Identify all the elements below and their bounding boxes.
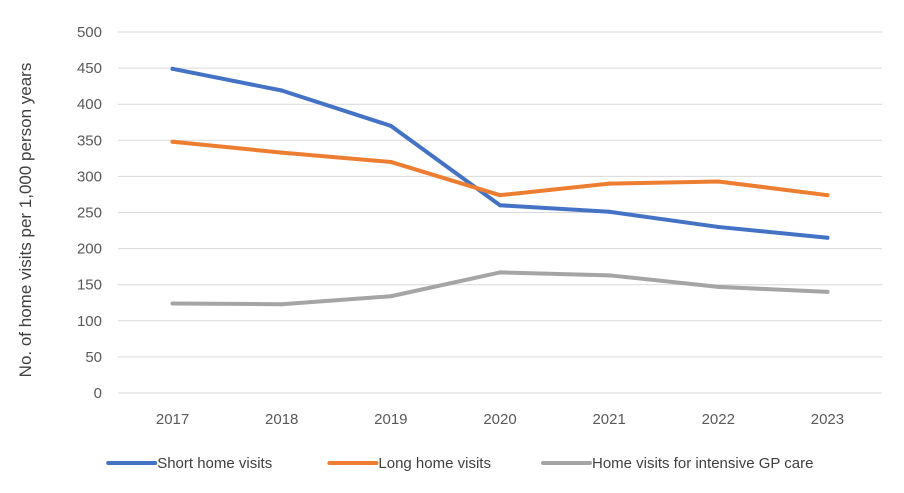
data-point [825,235,830,240]
x-tick-label: 2019 [374,411,407,428]
data-point [170,66,175,71]
data-point [716,179,721,184]
legend-label-1: Short home visits [157,455,272,472]
x-tick-label: 2021 [592,411,625,428]
data-point [716,224,721,229]
data-point [607,273,612,278]
y-tick-label: 0 [94,385,102,402]
x-tick-label: 2017 [156,411,189,428]
series-line-3 [170,270,830,307]
x-tick-label: 2018 [265,411,298,428]
data-point [607,209,612,214]
y-tick-label: 50 [85,349,102,366]
y-axis-title: No. of home visits per 1,000 person year… [16,63,35,378]
data-point [388,159,393,164]
data-point [388,294,393,299]
y-tick-label: 300 [77,168,102,185]
data-point [279,88,284,93]
data-point [498,193,502,198]
data-point [825,289,830,294]
legend-label-2: Long home visits [378,455,491,472]
data-point [279,302,284,307]
gridlines [118,31,882,394]
data-point [170,301,175,306]
y-tick-label: 150 [77,277,102,294]
y-tick-label: 350 [77,132,102,149]
y-tick-label: 400 [77,96,102,113]
y-tick-label: 450 [77,60,102,77]
data-point [607,181,612,186]
legend-label-3: Home visits for intensive GP care [592,455,813,472]
series-lines [170,66,830,307]
x-tick-label: 2022 [702,411,735,428]
data-point [825,193,830,198]
y-axis-ticks: 0 50 100 150 200 250 300 350 400 450 500 [77,24,102,402]
data-point [498,203,502,208]
y-tick-label: 250 [77,205,102,222]
x-axis-ticks: 2017 2018 2019 2020 2021 2022 2023 [156,411,844,428]
y-tick-label: 500 [77,24,102,41]
data-point [279,150,284,155]
data-point [170,139,175,144]
legend: Short home visits Long home visits Home vi… [106,455,813,472]
data-point [498,270,502,275]
y-tick-label: 200 [77,241,102,258]
data-point [388,123,393,128]
x-tick-label: 2023 [811,411,844,428]
y-tick-label: 100 [77,313,102,330]
x-tick-label: 2020 [483,411,516,428]
data-point [716,284,721,289]
series-line-2 [170,139,830,198]
